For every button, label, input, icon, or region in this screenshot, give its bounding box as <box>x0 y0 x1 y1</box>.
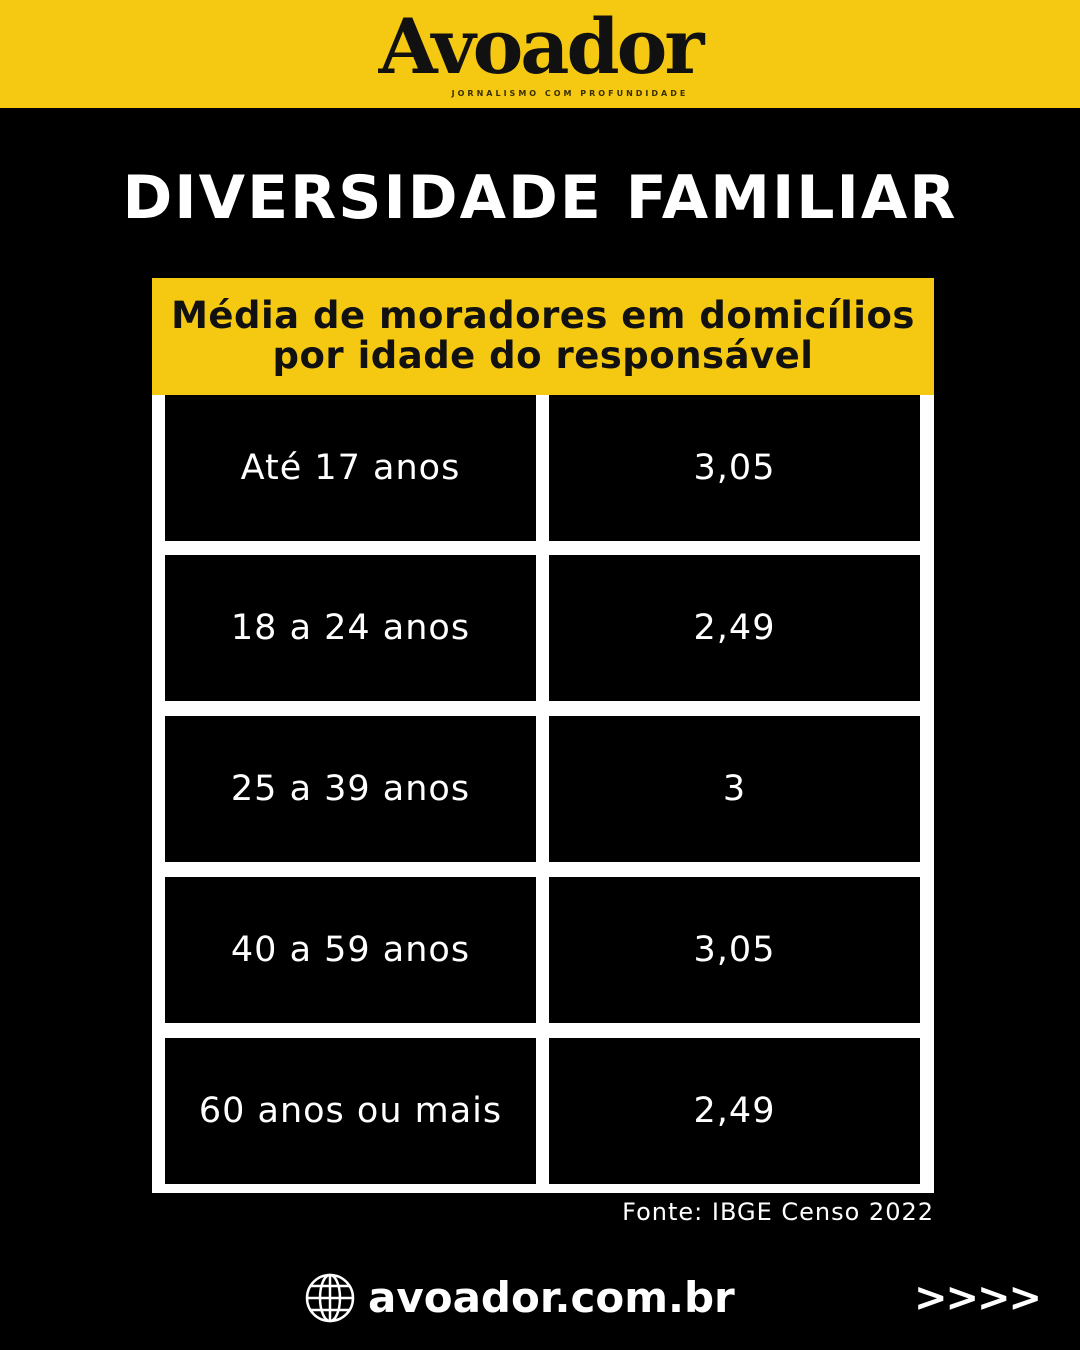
globe-icon <box>305 1273 355 1323</box>
row-value: 2,49 <box>549 1038 920 1184</box>
website-link[interactable]: avoador.com.br <box>368 1273 735 1322</box>
table-title: Média de moradores em domicílios por ida… <box>152 278 934 395</box>
row-label: 60 anos ou mais <box>165 1038 536 1184</box>
row-value: 3,05 <box>549 877 920 1023</box>
header: Avoador JORNALISMO COM PROFUNDIDADE <box>0 0 1080 108</box>
row-value: 3,05 <box>549 395 920 541</box>
row-label: 18 a 24 anos <box>165 555 536 701</box>
row-value: 2,49 <box>549 555 920 701</box>
page-title: DIVERSIDADE FAMILIAR <box>122 163 958 233</box>
row-label: Até 17 anos <box>165 395 536 541</box>
source-note: Fonte: IBGE Censo 2022 <box>622 1198 934 1226</box>
logo: Avoador <box>378 2 705 91</box>
row-label: 40 a 59 anos <box>165 877 536 1023</box>
tagline: JORNALISMO COM PROFUNDIDADE <box>451 89 689 98</box>
row-label: 25 a 39 anos <box>165 716 536 862</box>
next-arrows[interactable]: >>>> <box>914 1275 1042 1321</box>
row-value: 3 <box>549 716 920 862</box>
data-table: Até 17 anos 3,05 18 a 24 anos 2,49 25 a 39 a… <box>152 395 934 1193</box>
